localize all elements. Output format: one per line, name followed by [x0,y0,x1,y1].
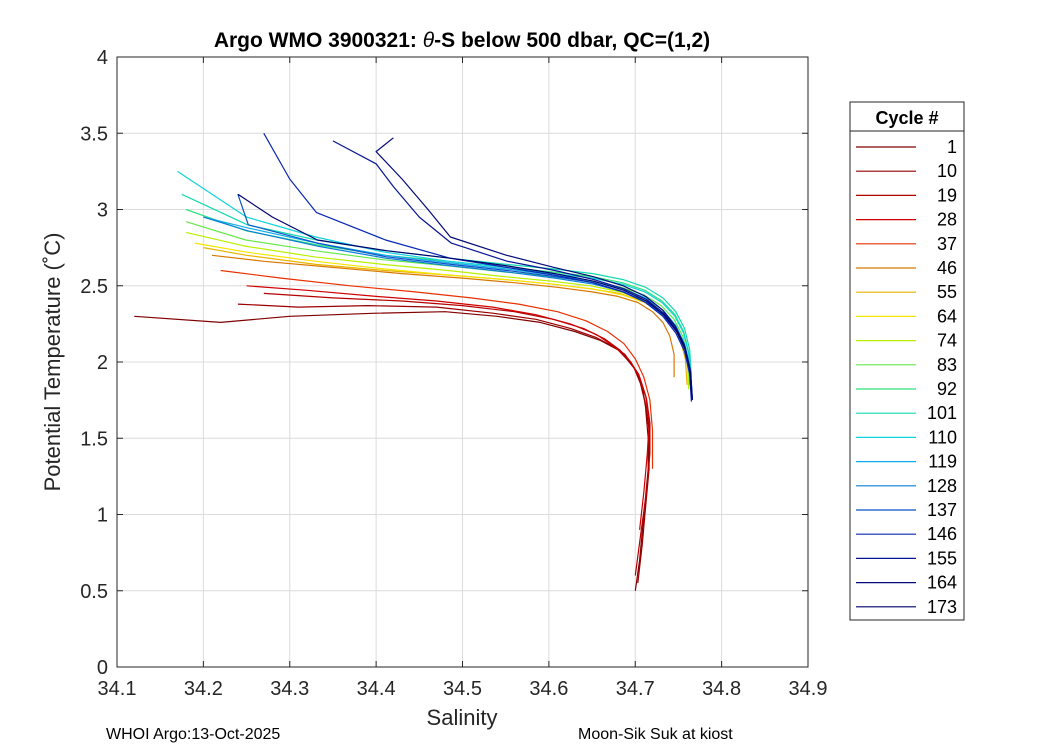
grid [117,57,808,667]
plot-area: 34.1 34.2 34.3 34.4 34.5 34.6 34.7 34.8 34.9 0 0.… [80,47,827,700]
legend-label-28: 28 [937,210,957,230]
x-tick-label: 34.5 [443,678,482,700]
chart-title-suffix: -S below 500 dbar, QC=(1,2) [434,29,710,52]
legend-label-83: 83 [937,355,957,375]
legend: Cycle # 11019283746556474839210111011912… [849,101,965,621]
legend-label-55: 55 [937,282,957,302]
x-axis-ticks: 34.1 34.2 34.3 34.4 34.5 34.6 34.7 34.8 34.9 [98,57,828,700]
legend-label-37: 37 [937,234,957,254]
legend-label-137: 137 [927,500,957,520]
series-group [134,133,693,591]
legend-label-110: 110 [928,427,957,447]
x-tick-label: 34.1 [98,678,137,700]
series-line-cycle-46 [211,254,675,378]
series-line-cycle-19 [263,292,651,576]
x-tick-label: 34.3 [270,678,309,700]
footer-right: Moon-Sik Suk at kiost [578,726,733,743]
footer-left: WHOI Argo:13-Oct-2025 [106,726,281,743]
x-tick-label: 34.9 [789,678,828,700]
legend-label-64: 64 [937,306,957,326]
chart-title-prefix: Argo WMO 3900321: [214,29,423,52]
y-tick-label: 0 [97,657,108,679]
legend-label-128: 128 [927,476,957,496]
legend-label-1: 1 [947,137,957,157]
y-tick-label: 1 [97,505,108,527]
x-axis-label: Salinity [427,705,498,730]
x-tick-label: 34.2 [184,678,223,700]
y-tick-label: 2.5 [80,276,108,298]
series-line-cycle-164 [375,137,692,396]
y-tick-label: 2 [97,352,108,374]
legend-label-164: 164 [927,573,957,593]
legend-label-173: 173 [927,597,957,617]
series-line-cycle-28 [246,285,650,530]
y-axis-ticks: 0 0.5 1 1.5 2 2.5 3 3.5 4 [80,47,808,679]
legend-label-146: 146 [927,524,957,544]
legend-label-74: 74 [937,331,957,351]
series-line-cycle-37 [220,269,654,469]
y-tick-label: 4 [97,47,108,69]
series-line-cycle-110 [177,170,692,382]
chart-title-theta: θ [423,29,435,52]
x-tick-label: 34.8 [702,678,741,700]
series-line-cycle-146 [263,133,692,402]
x-tick-label: 34.4 [357,678,396,700]
legend-title: Cycle # [875,108,938,128]
series-line-cycle-173 [237,193,693,401]
legend-label-119: 119 [928,452,957,472]
y-tick-label: 1.5 [80,428,108,450]
legend-label-19: 19 [937,185,957,205]
legend-label-10: 10 [937,161,957,181]
legend-label-46: 46 [937,258,957,278]
legend-label-155: 155 [927,548,957,568]
y-tick-label: 3.5 [80,123,108,145]
x-tick-label: 34.7 [616,678,655,700]
legend-label-101: 101 [927,403,957,423]
x-tick-label: 34.6 [529,678,568,700]
legend-label-92: 92 [937,379,957,399]
y-axis-label: Potential Temperature (˚C) [40,233,65,492]
chart-title: Argo WMO 3900321: θ-S below 500 dbar, QC… [214,29,710,52]
y-tick-label: 3 [97,200,108,222]
y-tick-label: 0.5 [80,581,108,603]
legend-items: 1101928374655647483921011101191281371461… [856,137,957,617]
